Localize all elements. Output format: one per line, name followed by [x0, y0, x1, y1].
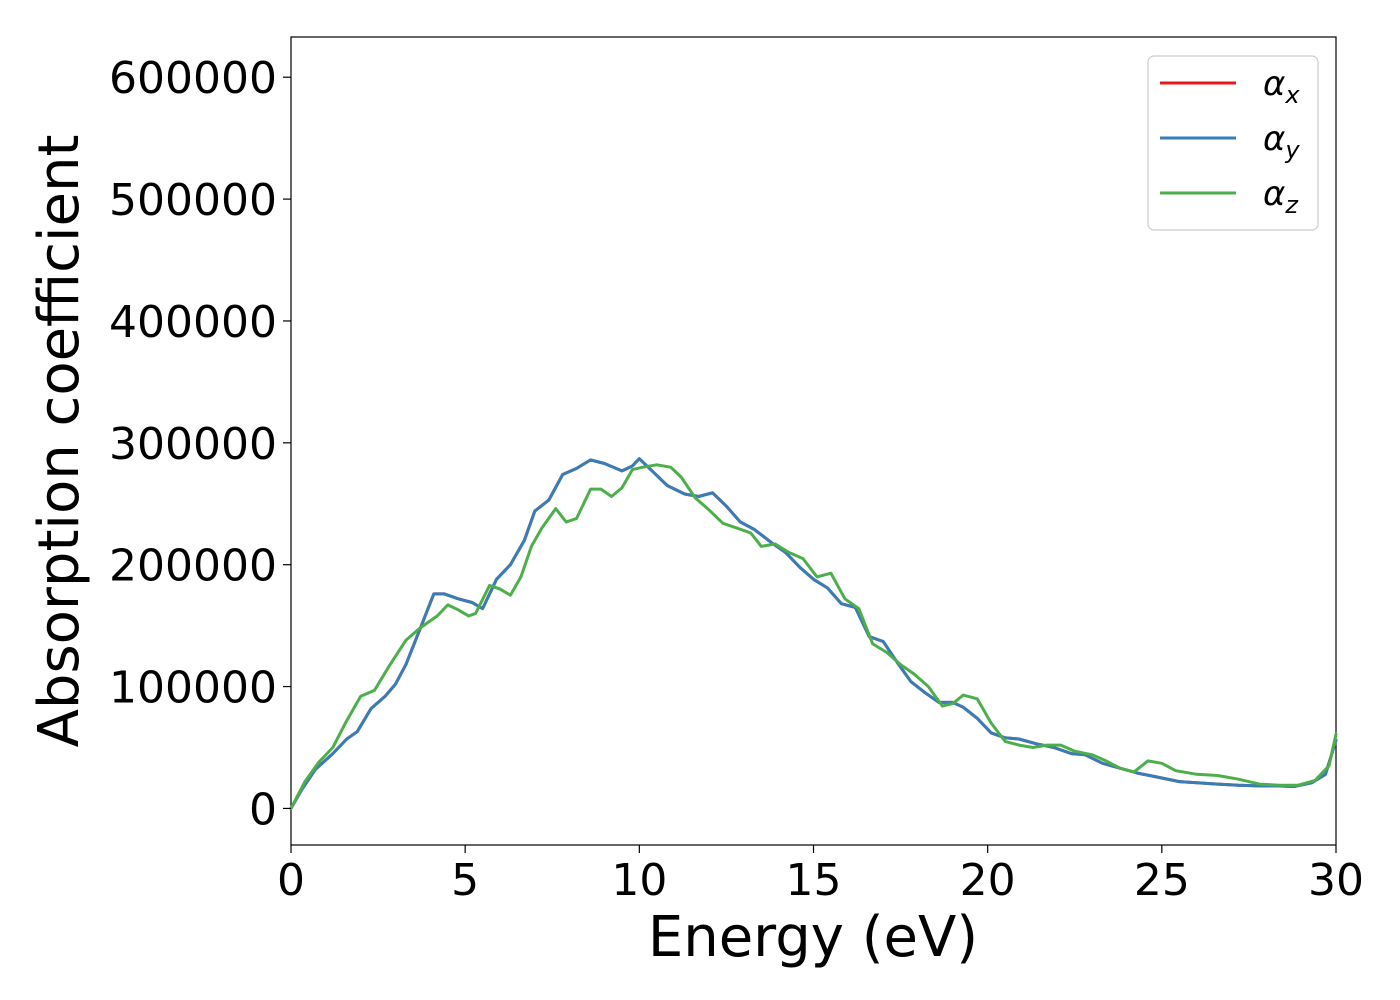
x-tick-label: 20 — [960, 855, 1016, 906]
x-tick-label: 25 — [1134, 855, 1190, 906]
legend-box — [1147, 55, 1319, 231]
y-tick-label: 300000 — [109, 419, 277, 470]
x-tick-label: 0 — [277, 855, 305, 906]
y-tick-label: 600000 — [109, 53, 277, 104]
x-tick-label: 15 — [786, 855, 842, 906]
y-axis-title: Absorption coefficient — [27, 135, 92, 748]
series-layer — [289, 457, 1338, 810]
y-tick-label: 400000 — [109, 297, 277, 348]
x-axis-ticks: 0 5 10 15 20 25 30 — [277, 845, 1364, 906]
x-tick-label: 5 — [451, 855, 479, 906]
y-tick-label: 0 — [249, 784, 277, 835]
y-axis-ticks: 0 100000 200000 300000 400000 500000 600000 — [109, 53, 291, 835]
series-line-y — [289, 457, 1338, 810]
x-tick-label: 10 — [611, 855, 667, 906]
series-line-x — [289, 457, 1338, 810]
y-tick-label: 100000 — [109, 663, 277, 714]
x-axis-title: Energy (eV) — [648, 905, 978, 970]
x-tick-label: 30 — [1308, 855, 1364, 906]
series-line-z — [289, 463, 1338, 810]
y-tick-label: 200000 — [109, 541, 277, 592]
y-tick-label: 500000 — [109, 175, 277, 226]
